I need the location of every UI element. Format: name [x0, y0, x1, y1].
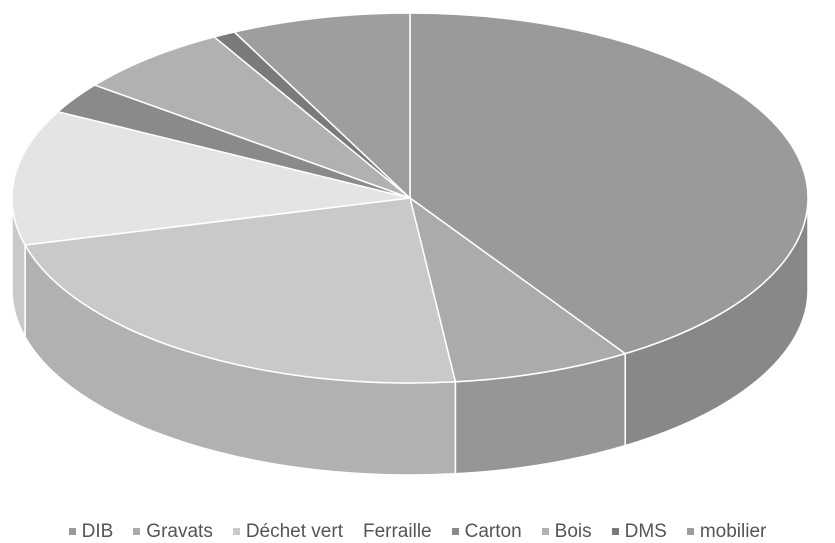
- legend-item-bois: Bois: [541, 520, 592, 543]
- legend-label: Déchet vert: [245, 520, 343, 542]
- legend-item-ferraille: Ferraille: [363, 521, 432, 543]
- pie-slice-dechet-vert: [23, 197, 457, 384]
- legend-swatch: [133, 528, 141, 535]
- legend-label: Bois: [554, 520, 592, 542]
- legend-label: DIB: [81, 520, 114, 542]
- legend-swatch: [68, 528, 76, 535]
- chart-legend: DIB Gravats Déchet vert Ferraille Carton Bois…: [0, 520, 835, 543]
- legend-item-mobilier: mobilier: [686, 520, 767, 543]
- pie-slice-bois: [93, 36, 411, 199]
- pie-slice-mobilier: [232, 12, 411, 200]
- legend-swatch: [541, 528, 549, 535]
- pie-slices: [11, 12, 809, 384]
- legend-swatch: [611, 528, 619, 535]
- legend-swatch: [686, 528, 694, 535]
- pie-slice-dib: [409, 12, 809, 355]
- pie-slice-ferraille: [11, 110, 411, 246]
- pie-slice-gravats: [408, 196, 627, 383]
- legend-item-gravats: Gravats: [133, 521, 213, 543]
- legend-label: Ferraille: [362, 520, 432, 542]
- legend-swatch: [451, 528, 459, 535]
- legend-item-dms: DMS: [611, 520, 667, 543]
- pie-chart: [11, 12, 809, 476]
- legend-item-carton: Carton: [451, 520, 522, 543]
- legend-label: DMS: [624, 520, 667, 542]
- legend-label: Carton: [464, 520, 522, 542]
- legend-item-dib: DIB: [68, 520, 114, 543]
- legend-label: mobilier: [699, 520, 767, 542]
- legend-swatch: [232, 528, 240, 535]
- legend-item-dechet-vert: Déchet vert: [232, 520, 343, 543]
- legend-label: Gravats: [146, 520, 213, 542]
